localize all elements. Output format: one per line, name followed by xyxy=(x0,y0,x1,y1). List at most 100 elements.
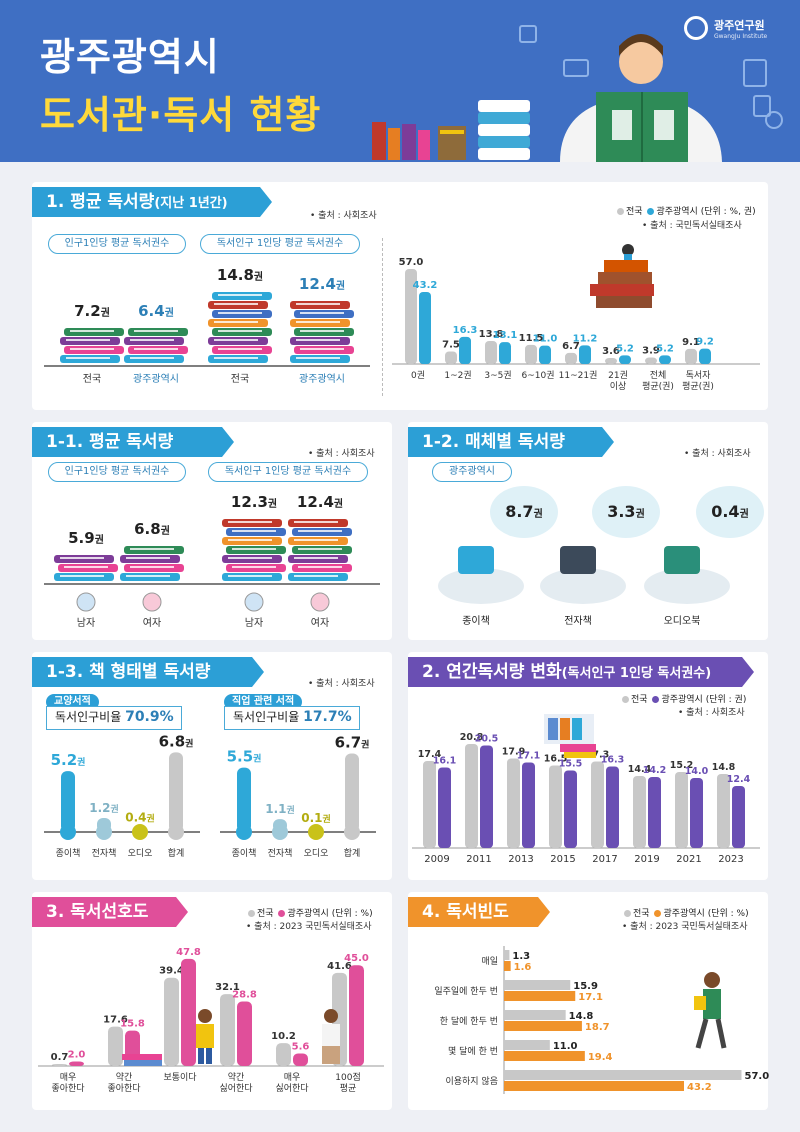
section-2-title-main: 2. 연간독서량 변화 xyxy=(422,662,562,682)
section-3-legend: 전국 광주광역시 (단위 : %) xyxy=(246,906,373,919)
bar-value-label: 6.8권 xyxy=(159,732,194,750)
x-tick-label: 오디오 xyxy=(304,848,329,859)
media-label: 오디오북 xyxy=(663,616,701,627)
bar-value-label: 18.7 xyxy=(585,1022,610,1033)
x-tick-label: 1~2권 xyxy=(444,369,471,381)
bar-gwangju xyxy=(659,355,671,364)
book-page-icon xyxy=(300,312,344,314)
legend-gwangju: 광주광역시 xyxy=(656,207,698,217)
x-tick-label: 6~10권 xyxy=(522,369,555,381)
institute-logo: 광주연구원 GwangJu Institute xyxy=(684,16,767,40)
media-icon xyxy=(132,824,148,840)
book-page-icon xyxy=(294,575,338,577)
bar-value-label: 11.0 xyxy=(533,334,558,345)
book-page-icon xyxy=(296,339,340,341)
media-icon xyxy=(168,824,184,840)
bar-value-label: 16.3 xyxy=(601,755,624,766)
legend-gwangju: 광주광역시 xyxy=(663,909,705,919)
bar-value-label: 14.8 xyxy=(712,762,736,773)
bar-gwangju xyxy=(419,292,431,364)
bar-value-label: 6.7권 xyxy=(335,734,370,752)
section-1-title-sub: (지난 1년간) xyxy=(154,196,228,211)
female-avatar-icon xyxy=(310,592,330,612)
x-tick-label: 보통이다 xyxy=(163,1072,197,1083)
y-tick-label: 한 달에 한두 번 xyxy=(440,1015,498,1027)
bar-value-label: 3.9 xyxy=(642,346,660,357)
media-unit: 권 xyxy=(635,509,645,520)
male-avatar-icon xyxy=(244,592,264,612)
media-value: 8.7 xyxy=(505,502,534,521)
bar-gwangju xyxy=(564,770,577,848)
book-page-icon xyxy=(134,330,178,332)
bar-value-label: 0.7 xyxy=(51,1052,69,1063)
media-icon xyxy=(60,824,76,840)
bar-national xyxy=(717,774,730,848)
book-page-icon xyxy=(294,539,338,541)
x-tick-label: 전체 평균(권) xyxy=(642,370,674,392)
group-b-ratio-value: 17.7% xyxy=(303,709,352,725)
bar-value-label: 5.2 xyxy=(656,343,674,354)
group-b-ratio-box: 독서인구비율 17.7% xyxy=(224,706,360,730)
book-page-icon xyxy=(298,530,342,532)
x-tick-label: 매우 싫어한다 xyxy=(275,1072,309,1094)
bar-gwangju xyxy=(699,348,711,364)
section-2-title-arrow xyxy=(742,657,754,687)
section-1-pill-per-capita: 인구1인당 평균 독서권수 xyxy=(48,234,186,254)
section-1-divider xyxy=(382,238,383,396)
bar-national xyxy=(220,994,235,1066)
book-stack-value: 12.4권 xyxy=(299,275,345,293)
book-stack-value: 7.2권 xyxy=(74,302,110,320)
book-page-icon xyxy=(298,548,342,550)
bar-national xyxy=(423,761,436,848)
bar-national xyxy=(405,269,417,364)
bar-value-label: 12.4 xyxy=(727,774,751,785)
section-1-title-arrow xyxy=(260,187,272,217)
bar-gwangju xyxy=(459,336,471,364)
bar-value-label: 15.2 xyxy=(670,760,693,771)
book-page-icon xyxy=(296,357,340,359)
bar-종이책 xyxy=(237,767,251,832)
bar-national xyxy=(645,357,657,364)
x-tick-label: 2013 xyxy=(508,854,533,865)
bar-gwangju xyxy=(619,355,631,364)
section-1-3-source: • 출처 : 사회조사 xyxy=(308,679,375,689)
bar-national xyxy=(164,977,179,1066)
bar-gwangju xyxy=(539,345,551,364)
bar-value-label: 16.5 xyxy=(544,754,567,765)
book-page-icon xyxy=(218,330,262,332)
section-1-2-source: • 출처 : 사회조사 xyxy=(684,449,751,459)
bar-value-label: 17.1 xyxy=(517,751,540,762)
bar-gwangju xyxy=(648,777,661,848)
bar-value-label: 15.8 xyxy=(120,1019,145,1030)
bar-national xyxy=(485,341,497,364)
section-3-source: • 출처 : 2023 국민독서실태조사 xyxy=(246,922,372,932)
book-stack-label: 전국 xyxy=(83,373,101,385)
bar-value-label: 41.6 xyxy=(327,961,352,972)
book-stack-value: 12.3권 xyxy=(231,493,277,511)
x-tick-label: 독서자 평균(권) xyxy=(682,370,714,392)
media-value-bubble: 8.7권 xyxy=(490,486,558,538)
x-tick-label: 2019 xyxy=(634,854,659,865)
section-3-unit: (단위 : %) xyxy=(331,909,373,919)
book-stack-label: 남자 xyxy=(77,617,95,629)
x-tick-label: 전자책 xyxy=(268,847,293,859)
book-page-icon xyxy=(126,557,170,559)
bar-value-label: 10.2 xyxy=(271,1031,296,1042)
bar-national xyxy=(591,761,604,848)
x-tick-label: 2011 xyxy=(466,854,491,865)
header-illustration xyxy=(372,25,783,162)
section-1-2-title-arrow xyxy=(602,427,614,457)
section-1-pill-readers: 독서인구 1인당 평균 독서권수 xyxy=(200,234,360,254)
book-stack-label: 광주광역시 xyxy=(299,373,345,385)
book-stack-value: 12.4권 xyxy=(297,493,343,511)
section-2-unit: (단위 : 권) xyxy=(705,695,747,705)
section-1-3-title-arrow xyxy=(252,657,264,687)
bar-value-label: 0.4권 xyxy=(125,810,155,824)
book-page-icon xyxy=(218,312,262,314)
media-plate xyxy=(644,568,730,604)
section-1-2-title: 1-2. 매체별 독서량 xyxy=(408,427,602,457)
bar-value-label: 5.2 xyxy=(616,343,634,354)
